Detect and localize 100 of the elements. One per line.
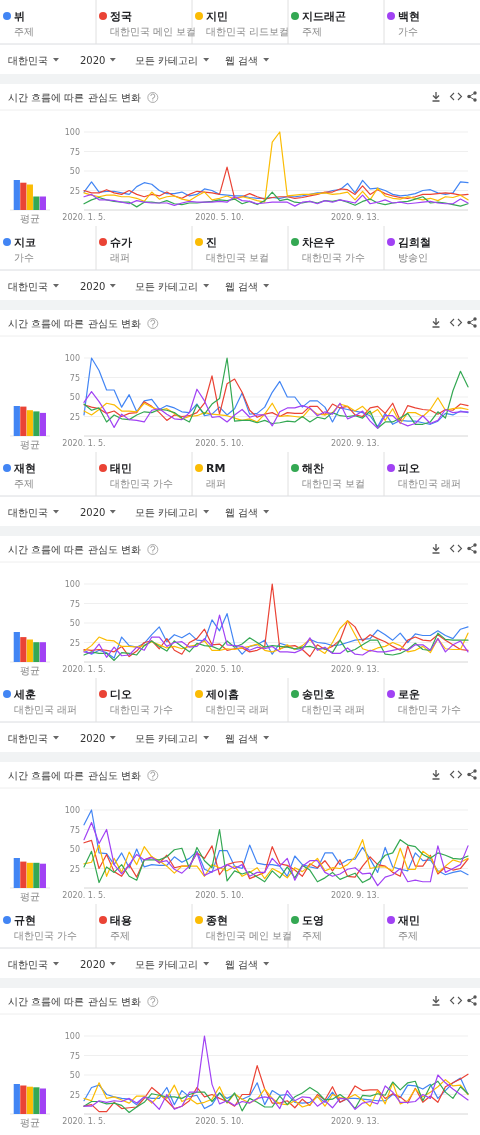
text: 2020 <box>80 733 106 744</box>
line-series <box>83 1065 469 1113</box>
y-tick-label: 50 <box>69 845 80 854</box>
y-tick-label: 50 <box>69 167 80 176</box>
text: 주제 <box>302 930 322 941</box>
x-tick-label: 평균 <box>20 439 40 450</box>
text: 대한민국 <box>8 55 48 66</box>
chart-title: 시간 흐름에 따른 관심도 변화 <box>8 544 141 555</box>
text: 웹 검색 <box>225 55 259 66</box>
legend-label: RM <box>206 462 226 475</box>
legend-label: 태용 <box>110 914 132 927</box>
legend-label: 정국 <box>110 10 132 23</box>
legend-label: 피오 <box>398 462 420 475</box>
text: 2020 <box>80 55 106 66</box>
x-tick-label: 평균 <box>20 1117 40 1128</box>
legend-label: 도영 <box>302 914 324 927</box>
x-tick-label: 2020. 9. 13. <box>330 665 380 674</box>
text: 대한민국 <box>8 959 48 970</box>
text: 대한민국 메인 보컬 <box>206 930 293 941</box>
x-tick-label: 평균 <box>20 213 40 224</box>
x-tick-label: 2020. 1. 5. <box>62 665 106 674</box>
x-tick-label: 2020. 5. 10. <box>195 1117 244 1126</box>
text: 대한민국 래퍼 <box>302 704 366 715</box>
y-tick-label: 25 <box>69 638 80 648</box>
bar <box>33 642 40 662</box>
y-tick-label: 50 <box>69 393 80 402</box>
legend-label: 재민 <box>397 914 420 927</box>
legend-label: 디오 <box>110 688 132 701</box>
text: 대한민국 가수 <box>302 252 366 263</box>
legend-label: 세훈 <box>13 688 36 701</box>
bar <box>13 406 20 436</box>
legend-label: 제이홉 <box>205 688 239 701</box>
line-series <box>83 166 469 200</box>
y-tick-label: 100 <box>64 580 80 589</box>
bar <box>26 184 33 210</box>
bar <box>39 412 46 436</box>
text: 모든 카테고리 <box>135 959 199 970</box>
x-tick-label: 2020. 1. 5. <box>62 439 106 448</box>
line-series <box>83 809 469 877</box>
y-tick-label: 25 <box>69 1090 80 1100</box>
legend-label: 로운 <box>398 688 420 701</box>
text: 대한민국 <box>8 733 48 744</box>
line-series <box>83 179 469 199</box>
legend-label: 백현 <box>398 10 420 23</box>
line-series <box>83 632 469 662</box>
line-series <box>83 375 469 421</box>
line-series <box>83 397 469 425</box>
text: 대한민국 래퍼 <box>398 478 462 489</box>
x-tick-label: 2020. 5. 10. <box>195 213 244 222</box>
legend-label: 지민 <box>205 10 228 23</box>
text: 주제 <box>14 26 34 37</box>
bar <box>20 182 27 210</box>
text: 웹 검색 <box>225 959 259 970</box>
y-tick-label: 25 <box>69 186 80 196</box>
chart-title: 시간 흐름에 따른 관심도 변화 <box>8 92 141 103</box>
bar <box>26 410 33 436</box>
text: 2020 <box>80 959 106 970</box>
text: 주제 <box>302 26 322 37</box>
text: 대한민국 리드보컬 <box>206 26 290 37</box>
text: 대한민국 가수 <box>14 930 78 941</box>
legend-label: 규현 <box>14 914 36 927</box>
line-series <box>83 828 469 884</box>
x-tick-label: 2020. 1. 5. <box>62 891 106 900</box>
x-tick-label: 평균 <box>20 665 40 676</box>
x-tick-label: 2020. 9. 13. <box>330 213 380 222</box>
line-series <box>83 583 469 658</box>
line-series <box>83 131 469 203</box>
x-tick-label: 평균 <box>20 891 40 902</box>
x-tick-label: 2020. 1. 5. <box>62 1117 106 1126</box>
text: 모든 카테고리 <box>135 507 199 518</box>
line-series <box>83 620 469 655</box>
legend-label: 슈가 <box>110 236 132 249</box>
y-tick-label: 100 <box>64 806 80 815</box>
text: 대한민국 메인 보컬 <box>110 26 197 37</box>
text: 대한민국 가수 <box>110 704 174 715</box>
y-tick-label: 75 <box>69 599 80 609</box>
chart-title: 시간 흐름에 따른 관심도 변화 <box>8 770 141 781</box>
y-tick-label: 75 <box>69 825 80 835</box>
legend-label: 진 <box>206 236 217 249</box>
legend-label: 종현 <box>206 914 228 927</box>
text: 대한민국 가수 <box>398 704 462 715</box>
y-tick-label: 100 <box>64 128 80 137</box>
y-tick-label: 100 <box>64 354 80 363</box>
legend-label: 해찬 <box>302 462 324 475</box>
legend-label: 지드래곤 <box>301 10 346 23</box>
x-tick-label: 2020. 5. 10. <box>195 665 244 674</box>
legend-label: 태민 <box>110 462 132 475</box>
line-series <box>83 839 469 880</box>
legend-label: 재현 <box>13 462 36 475</box>
y-tick-label: 25 <box>69 412 80 422</box>
text: 모든 카테고리 <box>135 733 199 744</box>
y-tick-label: 75 <box>69 1051 80 1061</box>
text: 가수 <box>398 26 418 37</box>
text: 대한민국 래퍼 <box>206 704 270 715</box>
text: 모든 카테고리 <box>135 55 199 66</box>
x-tick-label: 2020. 5. 10. <box>195 439 244 448</box>
chart-title: 시간 흐름에 따른 관심도 변화 <box>8 318 141 329</box>
y-tick-label: 50 <box>69 1071 80 1080</box>
legend-label: 지코 <box>13 236 36 249</box>
bar <box>26 639 33 662</box>
